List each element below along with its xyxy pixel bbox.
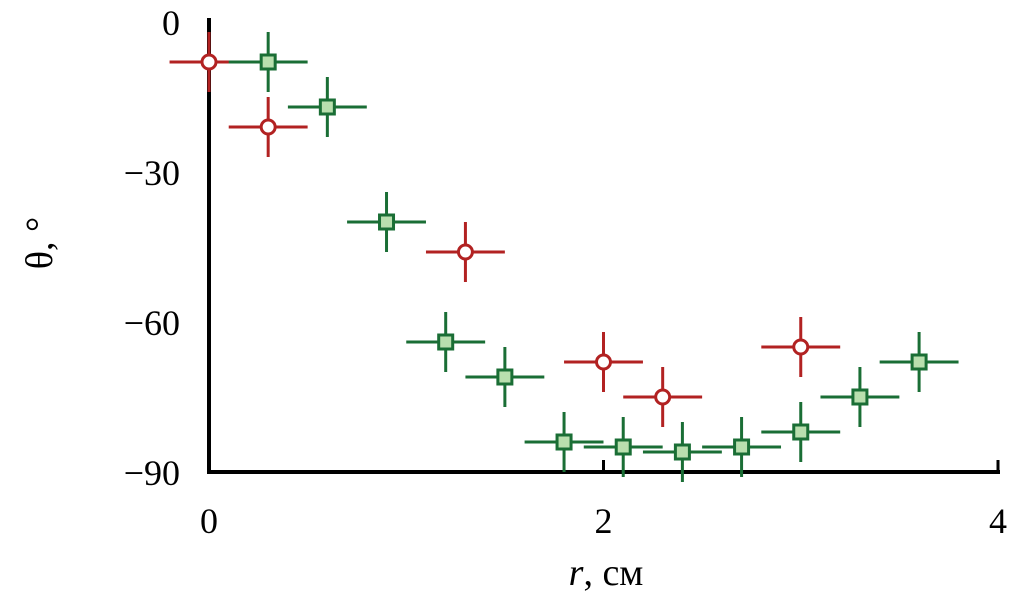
series-2 — [228, 32, 959, 482]
square-marker — [378, 213, 396, 231]
square-marker — [851, 388, 869, 406]
square-marker — [496, 368, 514, 386]
square-marker — [792, 423, 810, 441]
square-marker — [614, 438, 632, 456]
data-points — [169, 32, 959, 482]
x-tick-label-0: 0 — [200, 501, 218, 541]
y-tick-label-3: −90 — [124, 453, 180, 493]
data-point — [406, 312, 486, 372]
y-tick-label-2: −60 — [124, 303, 180, 343]
y-tick-label-0: 0 — [162, 3, 180, 43]
square-marker — [910, 353, 928, 371]
data-point — [879, 332, 959, 392]
square-marker — [733, 438, 751, 456]
data-point — [761, 402, 841, 462]
data-point — [287, 77, 367, 137]
data-point — [642, 422, 722, 482]
circle-marker — [200, 53, 218, 71]
square-marker — [437, 333, 455, 351]
square-marker — [673, 443, 691, 461]
axes — [207, 18, 1000, 474]
data-point — [623, 367, 703, 427]
square-marker — [318, 98, 336, 116]
series-1 — [169, 32, 841, 427]
data-point — [761, 317, 841, 377]
data-point — [583, 417, 663, 477]
x-tick-label-2: 4 — [989, 501, 1007, 541]
x-axis-title-variable: r — [569, 552, 584, 594]
circle-marker — [792, 338, 810, 356]
data-point — [228, 32, 308, 92]
data-point — [425, 222, 505, 282]
x-axis-title: r, см — [569, 552, 644, 594]
circle-marker — [259, 118, 277, 136]
data-point — [347, 192, 426, 252]
circle-marker — [456, 243, 474, 261]
tick-labels: 0 2 4 0 −30 −60 −90 — [124, 3, 1007, 541]
y-axis-title: θ, ° — [19, 217, 61, 269]
square-marker — [555, 433, 573, 451]
axis-titles: θ, ° r, см — [19, 217, 643, 594]
x-axis-title-unit: , см — [583, 552, 643, 594]
y-tick-label-1: −30 — [124, 153, 180, 193]
square-marker — [259, 53, 277, 71]
data-point — [702, 417, 782, 477]
circle-marker — [654, 388, 672, 406]
circle-marker — [595, 353, 612, 371]
data-point — [564, 332, 643, 392]
data-point — [524, 412, 604, 472]
data-point — [228, 97, 308, 157]
data-point — [465, 347, 545, 407]
x-tick-label-1: 2 — [595, 501, 613, 541]
data-point — [820, 367, 900, 427]
